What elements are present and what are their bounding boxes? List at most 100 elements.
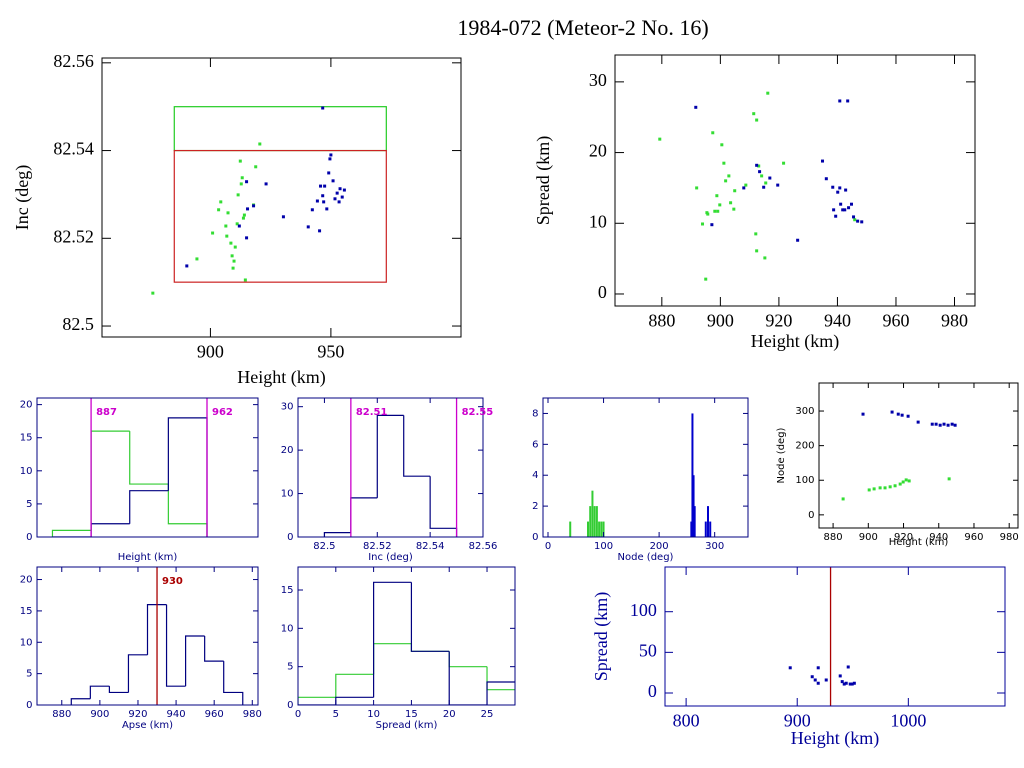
point [844, 188, 848, 192]
point [764, 181, 768, 185]
x-tick-label: 950 [317, 341, 344, 361]
point [240, 176, 244, 180]
y-tick-label: 20 [281, 445, 294, 456]
point [846, 99, 850, 103]
histogram-step [167, 417, 208, 537]
spike-bar [709, 521, 712, 537]
histogram-step [410, 643, 450, 652]
point [185, 264, 189, 268]
spike-bar [569, 521, 572, 537]
point [824, 177, 828, 181]
point [151, 291, 155, 295]
point [848, 682, 852, 686]
spike-bar [600, 521, 603, 537]
point [329, 153, 333, 157]
spike-bar [690, 521, 693, 537]
y-tick-label: 10 [20, 466, 33, 477]
point [762, 185, 766, 189]
histogram-step [486, 666, 515, 691]
point [849, 202, 853, 206]
point [722, 161, 726, 165]
y-tick-label: 200 [795, 441, 814, 452]
point [325, 207, 329, 211]
spike-bar [602, 521, 605, 537]
x-tick-label: 82.56 [469, 541, 498, 552]
panel: 0 100 200 300 0 2 4 6 8 Node (deg) [532, 397, 749, 563]
histogram-step [410, 582, 450, 652]
point [842, 682, 846, 686]
point [333, 197, 337, 201]
point [953, 423, 957, 427]
point [729, 201, 733, 205]
x-tick-label: 82.54 [416, 541, 445, 552]
point [318, 229, 322, 233]
plot-frame [101, 57, 462, 338]
point [872, 487, 876, 491]
point [319, 184, 323, 188]
x-tick-label: 15 [405, 709, 418, 720]
point [695, 186, 699, 190]
histogram-step [89, 685, 110, 699]
x-tick-label: 960 [882, 310, 909, 330]
y-tick-label: 15 [20, 433, 33, 444]
point [211, 231, 215, 235]
plot-area [841, 410, 957, 501]
histogram-step [129, 490, 169, 524]
x-tick-label: 20 [443, 709, 456, 720]
panel: 0 5 10 15 20 Height (km) 887 962 [20, 397, 259, 563]
histogram-step [90, 430, 130, 531]
y-tick-label: 0 [26, 532, 32, 543]
reference-label: 962 [212, 407, 233, 418]
plot-frame [297, 397, 484, 538]
point [281, 215, 285, 219]
point [840, 680, 844, 684]
point [335, 191, 339, 195]
y-tick-label: 15 [20, 606, 33, 617]
point [755, 249, 759, 253]
point [342, 188, 346, 192]
point [846, 665, 850, 669]
x-tick-label: 900 [859, 532, 878, 543]
point [838, 674, 842, 678]
point [760, 174, 764, 178]
y-tick-label: 30 [589, 70, 607, 90]
point [904, 478, 908, 482]
y-tick-label: 0 [26, 700, 32, 711]
point [239, 182, 243, 186]
x-tick-label: 980 [1000, 532, 1019, 543]
point [744, 183, 748, 187]
y-tick-label: 5 [26, 499, 32, 510]
reference-label: 82.51 [356, 407, 388, 418]
spike-bar [707, 506, 709, 537]
point [752, 112, 756, 116]
x-tick-label: 880 [648, 310, 675, 330]
point [901, 480, 905, 484]
y-axis-label: Inc (deg) [12, 165, 33, 230]
reference-label: 930 [162, 576, 183, 587]
spike-bar [595, 506, 598, 537]
point [782, 161, 786, 165]
plot-area [323, 398, 458, 537]
x-tick-label: 25 [481, 709, 494, 720]
point [732, 207, 736, 211]
y-tick-label: 0 [648, 681, 657, 701]
point [229, 241, 233, 245]
x-tick-label: 940 [929, 532, 948, 543]
point [321, 194, 325, 198]
point [816, 681, 820, 685]
point [224, 224, 228, 228]
point [236, 193, 240, 197]
point [847, 206, 851, 210]
point [337, 200, 341, 204]
point [841, 497, 845, 501]
point [733, 189, 737, 193]
point [245, 180, 249, 184]
point [831, 185, 835, 189]
spike-bar [691, 413, 694, 537]
point [888, 485, 892, 489]
x-tick-label: 940 [824, 310, 851, 330]
point [242, 213, 246, 217]
point [237, 224, 241, 228]
y-tick-label: 2 [532, 501, 538, 512]
